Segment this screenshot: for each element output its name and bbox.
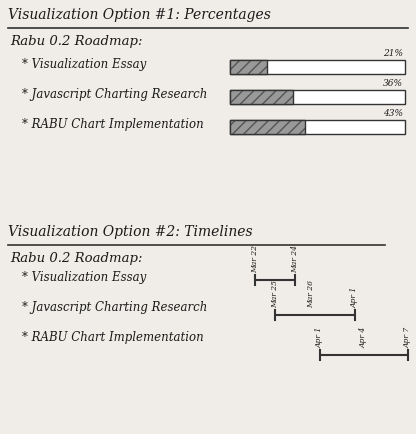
Bar xyxy=(230,90,405,104)
Text: Apr 4: Apr 4 xyxy=(360,327,368,348)
Text: * Visualization Essay: * Visualization Essay xyxy=(22,271,146,284)
Text: Visualization Option #1: Percentages: Visualization Option #1: Percentages xyxy=(8,8,271,22)
Bar xyxy=(230,60,405,74)
Text: * Javascript Charting Research: * Javascript Charting Research xyxy=(22,301,207,314)
Text: Rabu 0.2 Roadmap:: Rabu 0.2 Roadmap: xyxy=(10,252,143,265)
Text: Mar 26: Mar 26 xyxy=(307,280,315,308)
Text: * RABU Chart Implementation: * RABU Chart Implementation xyxy=(22,331,204,344)
Text: Rabu 0.2 Roadmap:: Rabu 0.2 Roadmap: xyxy=(10,35,143,48)
Text: Visualization Option #2: Timelines: Visualization Option #2: Timelines xyxy=(8,225,253,239)
Text: Mar 22: Mar 22 xyxy=(251,245,259,273)
Text: * Javascript Charting Research: * Javascript Charting Research xyxy=(22,88,207,101)
Text: Apr 1: Apr 1 xyxy=(351,287,359,308)
Text: Apr 7: Apr 7 xyxy=(404,327,412,348)
Bar xyxy=(230,90,293,104)
Bar xyxy=(230,90,293,104)
Text: Mar 24: Mar 24 xyxy=(291,245,299,273)
Bar xyxy=(230,120,305,134)
Bar xyxy=(230,60,267,74)
Text: * Visualization Essay: * Visualization Essay xyxy=(22,58,146,71)
Text: 36%: 36% xyxy=(383,79,403,88)
Text: Apr 1: Apr 1 xyxy=(316,327,324,348)
Text: * RABU Chart Implementation: * RABU Chart Implementation xyxy=(22,118,204,131)
Text: 21%: 21% xyxy=(383,49,403,58)
Text: 43%: 43% xyxy=(383,109,403,118)
Bar xyxy=(230,60,267,74)
Text: Mar 25: Mar 25 xyxy=(271,280,279,308)
Bar xyxy=(230,120,305,134)
Bar xyxy=(230,120,405,134)
